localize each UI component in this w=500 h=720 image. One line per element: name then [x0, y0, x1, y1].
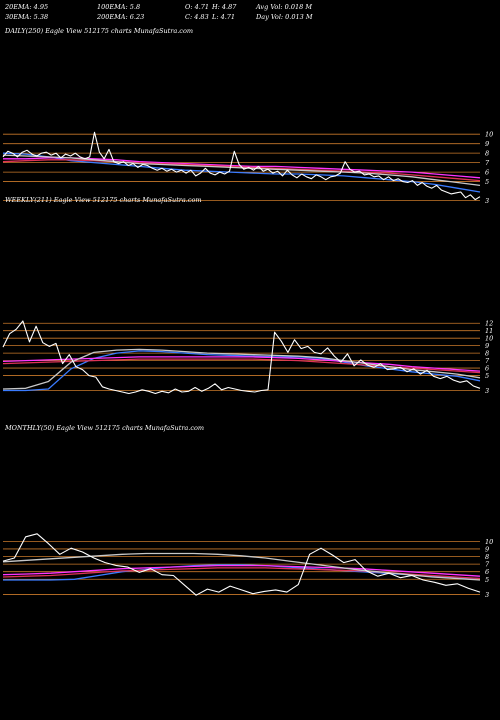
y-tick-label: 9 — [485, 140, 489, 148]
y-tick-label: 7 — [485, 561, 490, 569]
daily-panel-title: DAILY(250) Eagle View 512175 charts Muna… — [5, 27, 194, 35]
ema20-value: 20EMA: 4.95 — [5, 3, 49, 11]
stats-row-1: 20EMA: 4.95 100EMA: 5.8 O: 4.71 H: 4.87 Avg … — [5, 2, 313, 12]
y-tick-label: 6 — [485, 365, 489, 373]
y-tick-label: 12 — [485, 320, 493, 328]
price-line — [2, 320, 481, 395]
y-tick-label: 9 — [485, 342, 489, 350]
y-tick-label: 7 — [485, 159, 490, 167]
y-tick-label: 10 — [485, 131, 493, 139]
y-tick-label: 11 — [485, 327, 493, 335]
y-tick-label: 3 — [485, 197, 489, 205]
y-tick-label: 6 — [485, 568, 489, 576]
y-tick-label: 8 — [485, 150, 489, 158]
stats-row-2: 30EMA: 5.38 200EMA: 6.23 C: 4.83 L: 4.71 Day… — [5, 12, 313, 22]
ema-line-0 — [3, 564, 481, 581]
close-value: C: 4.83 — [185, 13, 209, 21]
ema100-value: 100EMA: 5.8 — [97, 3, 141, 11]
y-tick-label: 9 — [485, 545, 489, 553]
y-tick-label: 6 — [485, 169, 489, 177]
y-tick-label: 3 — [485, 591, 489, 599]
daily-chart: 109 87 65 3 — [2, 131, 493, 205]
indicator-stats: 20EMA: 4.95 100EMA: 5.8 O: 4.71 H: 4.87 Avg … — [5, 2, 313, 22]
y-tick-label: 10 — [485, 538, 493, 546]
ema-line-3 — [2, 552, 481, 581]
y-tick-label: 3 — [485, 387, 489, 395]
day-vol-value: Day Vol: 0.013 M — [256, 13, 313, 21]
ema-line-2 — [2, 567, 481, 580]
y-tick-label: 8 — [485, 350, 489, 358]
price-line — [2, 533, 481, 596]
y-tick-label: 5 — [485, 372, 489, 380]
y-tick-label: 7 — [485, 357, 490, 365]
y-tick-label: 5 — [485, 576, 489, 584]
high-value: H: 4.87 — [212, 3, 237, 11]
low-value: L: 4.71 — [212, 13, 236, 21]
y-tick-label: 5 — [485, 178, 489, 186]
ema-line-1 — [2, 564, 481, 577]
ema-line-3 — [2, 154, 481, 187]
weekly-panel-title: WEEKLY(211) Eagle View 512175 charts Mun… — [5, 196, 202, 204]
ema30-value: 30EMA: 5.38 — [5, 13, 49, 21]
ema200-value: 200EMA: 6.23 — [97, 13, 145, 21]
y-tick-label: 10 — [485, 335, 493, 343]
avg-vol-value: Avg Vol: 0.018 M — [256, 3, 313, 11]
y-tick-label: 8 — [485, 553, 489, 561]
open-value: O: 4.71 — [185, 3, 210, 11]
ema-line-0 — [3, 350, 481, 392]
monthly-panel-title: MONTHLY(50) Eagle View 512175 charts Mun… — [5, 424, 205, 432]
price-line — [2, 131, 481, 201]
ema-line-3 — [2, 348, 481, 390]
ema-line-1 — [2, 356, 481, 372]
